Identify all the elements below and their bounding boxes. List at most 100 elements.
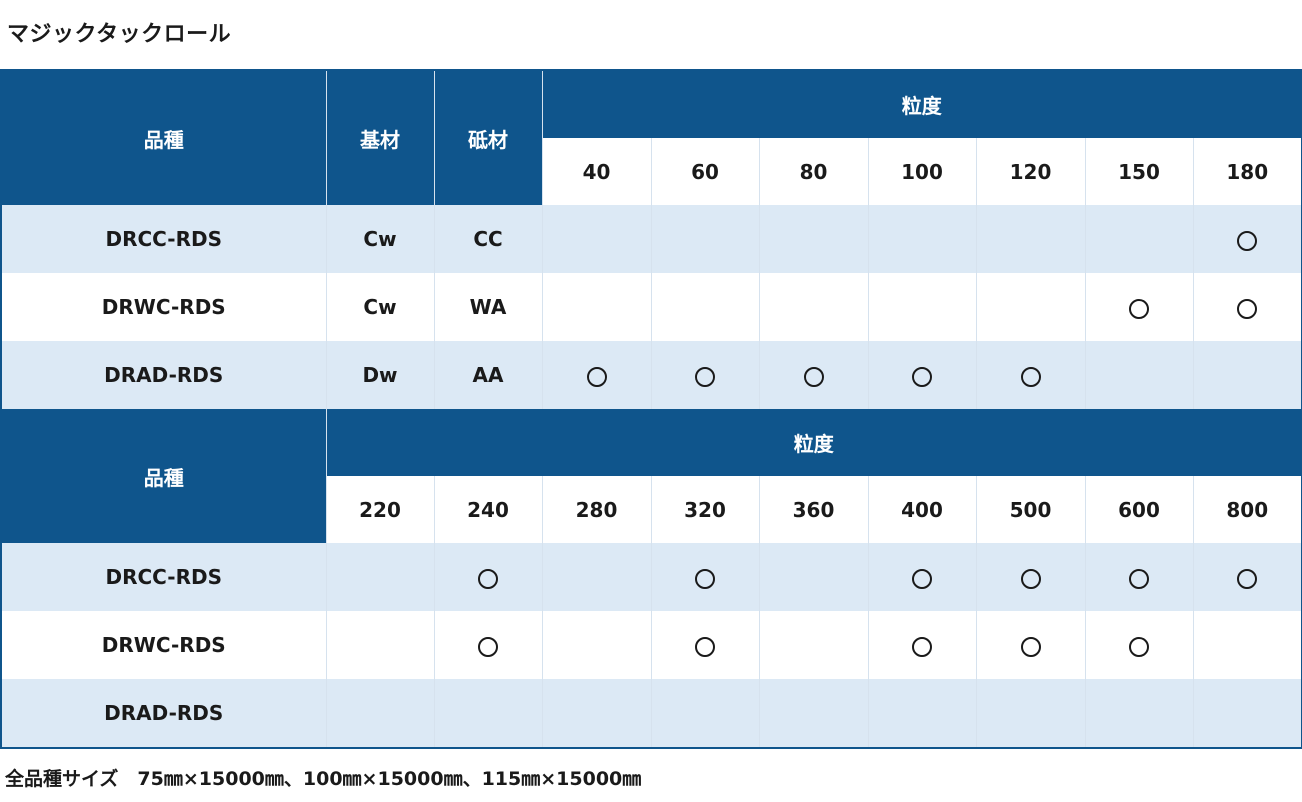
empty-cell [758, 205, 869, 273]
empty-cell [1084, 679, 1194, 748]
empty-cell [650, 679, 760, 748]
product-name: DRAD-RDS [0, 679, 327, 748]
grit-header-40: 40 [541, 138, 652, 205]
header-grit: 粒度 [541, 70, 1302, 138]
empty-cell [650, 205, 760, 273]
empty-cell [867, 205, 977, 273]
availability-mark-cell [867, 611, 977, 679]
empty-cell [758, 679, 869, 748]
circle-mark-icon [1237, 568, 1258, 589]
empty-cell [433, 679, 543, 748]
circle-mark-icon [478, 568, 498, 589]
grit-header-100: 100 [867, 138, 977, 205]
grit-header-80: 80 [758, 138, 869, 205]
circle-mark-icon [803, 366, 824, 387]
availability-mark-cell [1084, 611, 1194, 679]
empty-cell [867, 679, 977, 748]
empty-cell [975, 273, 1086, 341]
availability-mark-cell [867, 341, 977, 409]
availability-mark-cell [1084, 273, 1194, 341]
availability-mark-cell [1192, 273, 1302, 341]
empty-cell [1084, 341, 1194, 409]
availability-mark-cell [867, 543, 977, 611]
grit-header-320: 320 [650, 476, 760, 543]
product-name: DRCC-RDS [0, 205, 327, 273]
availability-mark-cell [1192, 205, 1302, 273]
grit-header-120: 120 [975, 138, 1086, 205]
availability-mark-cell [650, 341, 760, 409]
table-row: DRAD-RDS Dw AA [0, 341, 1302, 409]
grit-header-500: 500 [975, 476, 1086, 543]
circle-mark-icon [478, 636, 498, 657]
circle-mark-icon [912, 636, 932, 657]
empty-cell [975, 205, 1086, 273]
header-base: 基材 [325, 70, 435, 205]
empty-cell [1192, 679, 1302, 748]
empty-cell [541, 679, 652, 748]
availability-mark-cell [758, 341, 869, 409]
empty-cell [325, 543, 435, 611]
base-material: Dw [325, 341, 435, 409]
abrasive-material: CC [433, 205, 543, 273]
availability-mark-cell [650, 543, 760, 611]
availability-mark-cell [975, 341, 1086, 409]
table-row: DRCC-RDS Cw CC [0, 205, 1302, 273]
circle-mark-icon [1020, 366, 1041, 387]
availability-mark-cell [650, 611, 760, 679]
empty-cell [541, 205, 652, 273]
circle-mark-icon [695, 366, 715, 387]
header-product-2: 品種 [0, 409, 327, 543]
circle-mark-icon [695, 636, 715, 657]
base-material: Cw [325, 273, 435, 341]
product-name: DRWC-RDS [0, 273, 327, 341]
empty-cell [975, 679, 1086, 748]
circle-mark-icon [1237, 298, 1258, 319]
circle-mark-icon [1020, 568, 1041, 589]
abrasive-material: AA [433, 341, 543, 409]
grit-header-220: 220 [325, 476, 435, 543]
size-note: 全品種サイズ 75㎜×15000㎜、100㎜×15000㎜、115㎜×15000… [5, 768, 642, 790]
table-row: DRCC-RDS [0, 543, 1302, 611]
product-name: DRAD-RDS [0, 341, 327, 409]
availability-mark-cell [433, 543, 543, 611]
circle-mark-icon [1129, 636, 1149, 657]
grit-header-400: 400 [867, 476, 977, 543]
empty-cell [758, 543, 869, 611]
product-name: DRCC-RDS [0, 543, 327, 611]
empty-cell [758, 273, 869, 341]
empty-cell [1192, 611, 1302, 679]
availability-mark-cell [1084, 543, 1194, 611]
availability-mark-cell [975, 611, 1086, 679]
grit-header-240: 240 [433, 476, 543, 543]
empty-cell [1192, 341, 1302, 409]
circle-mark-icon [1129, 298, 1149, 319]
circle-mark-icon [695, 568, 715, 589]
grit-header-360: 360 [758, 476, 869, 543]
abrasive-material: WA [433, 273, 543, 341]
product-name: DRWC-RDS [0, 611, 327, 679]
empty-cell [1084, 205, 1194, 273]
empty-cell [541, 543, 652, 611]
grit-availability-table: 品種 基材 砥材 粒度 40 60 80 100 120 150 180 DRCC-RDS C… [0, 69, 1302, 749]
empty-cell [325, 679, 435, 748]
grit-header-180: 180 [1192, 138, 1302, 205]
table-row: DRAD-RDS [0, 679, 1302, 748]
circle-mark-icon [1237, 230, 1258, 251]
availability-mark-cell [1192, 543, 1302, 611]
base-material: Cw [325, 205, 435, 273]
empty-cell [867, 273, 977, 341]
header-abrasive: 砥材 [433, 70, 543, 205]
circle-mark-icon [1020, 636, 1041, 657]
empty-cell [541, 273, 652, 341]
grit-header-150: 150 [1084, 138, 1194, 205]
header-product: 品種 [0, 70, 327, 205]
table-row: DRWC-RDS [0, 611, 1302, 679]
availability-mark-cell [975, 543, 1086, 611]
grit-header-60: 60 [650, 138, 760, 205]
header-grit-2: 粒度 [325, 409, 1302, 476]
table-row: DRWC-RDS Cw WA [0, 273, 1302, 341]
empty-cell [758, 611, 869, 679]
circle-mark-icon [912, 366, 932, 387]
page-title: マジックタックロール [7, 22, 232, 47]
availability-mark-cell [433, 611, 543, 679]
